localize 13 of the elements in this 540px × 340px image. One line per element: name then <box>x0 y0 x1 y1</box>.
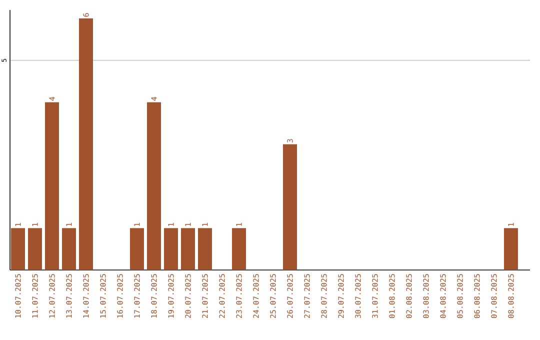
bar <box>198 228 212 270</box>
bar <box>146 102 161 270</box>
bar <box>504 228 518 270</box>
bar <box>44 102 59 270</box>
bar <box>78 18 93 270</box>
bar <box>28 228 42 270</box>
bar <box>282 144 297 270</box>
bar <box>62 228 76 270</box>
bar <box>180 228 195 270</box>
bar <box>10 228 25 270</box>
bar <box>164 228 178 270</box>
bar <box>232 228 246 270</box>
bar <box>130 228 144 270</box>
